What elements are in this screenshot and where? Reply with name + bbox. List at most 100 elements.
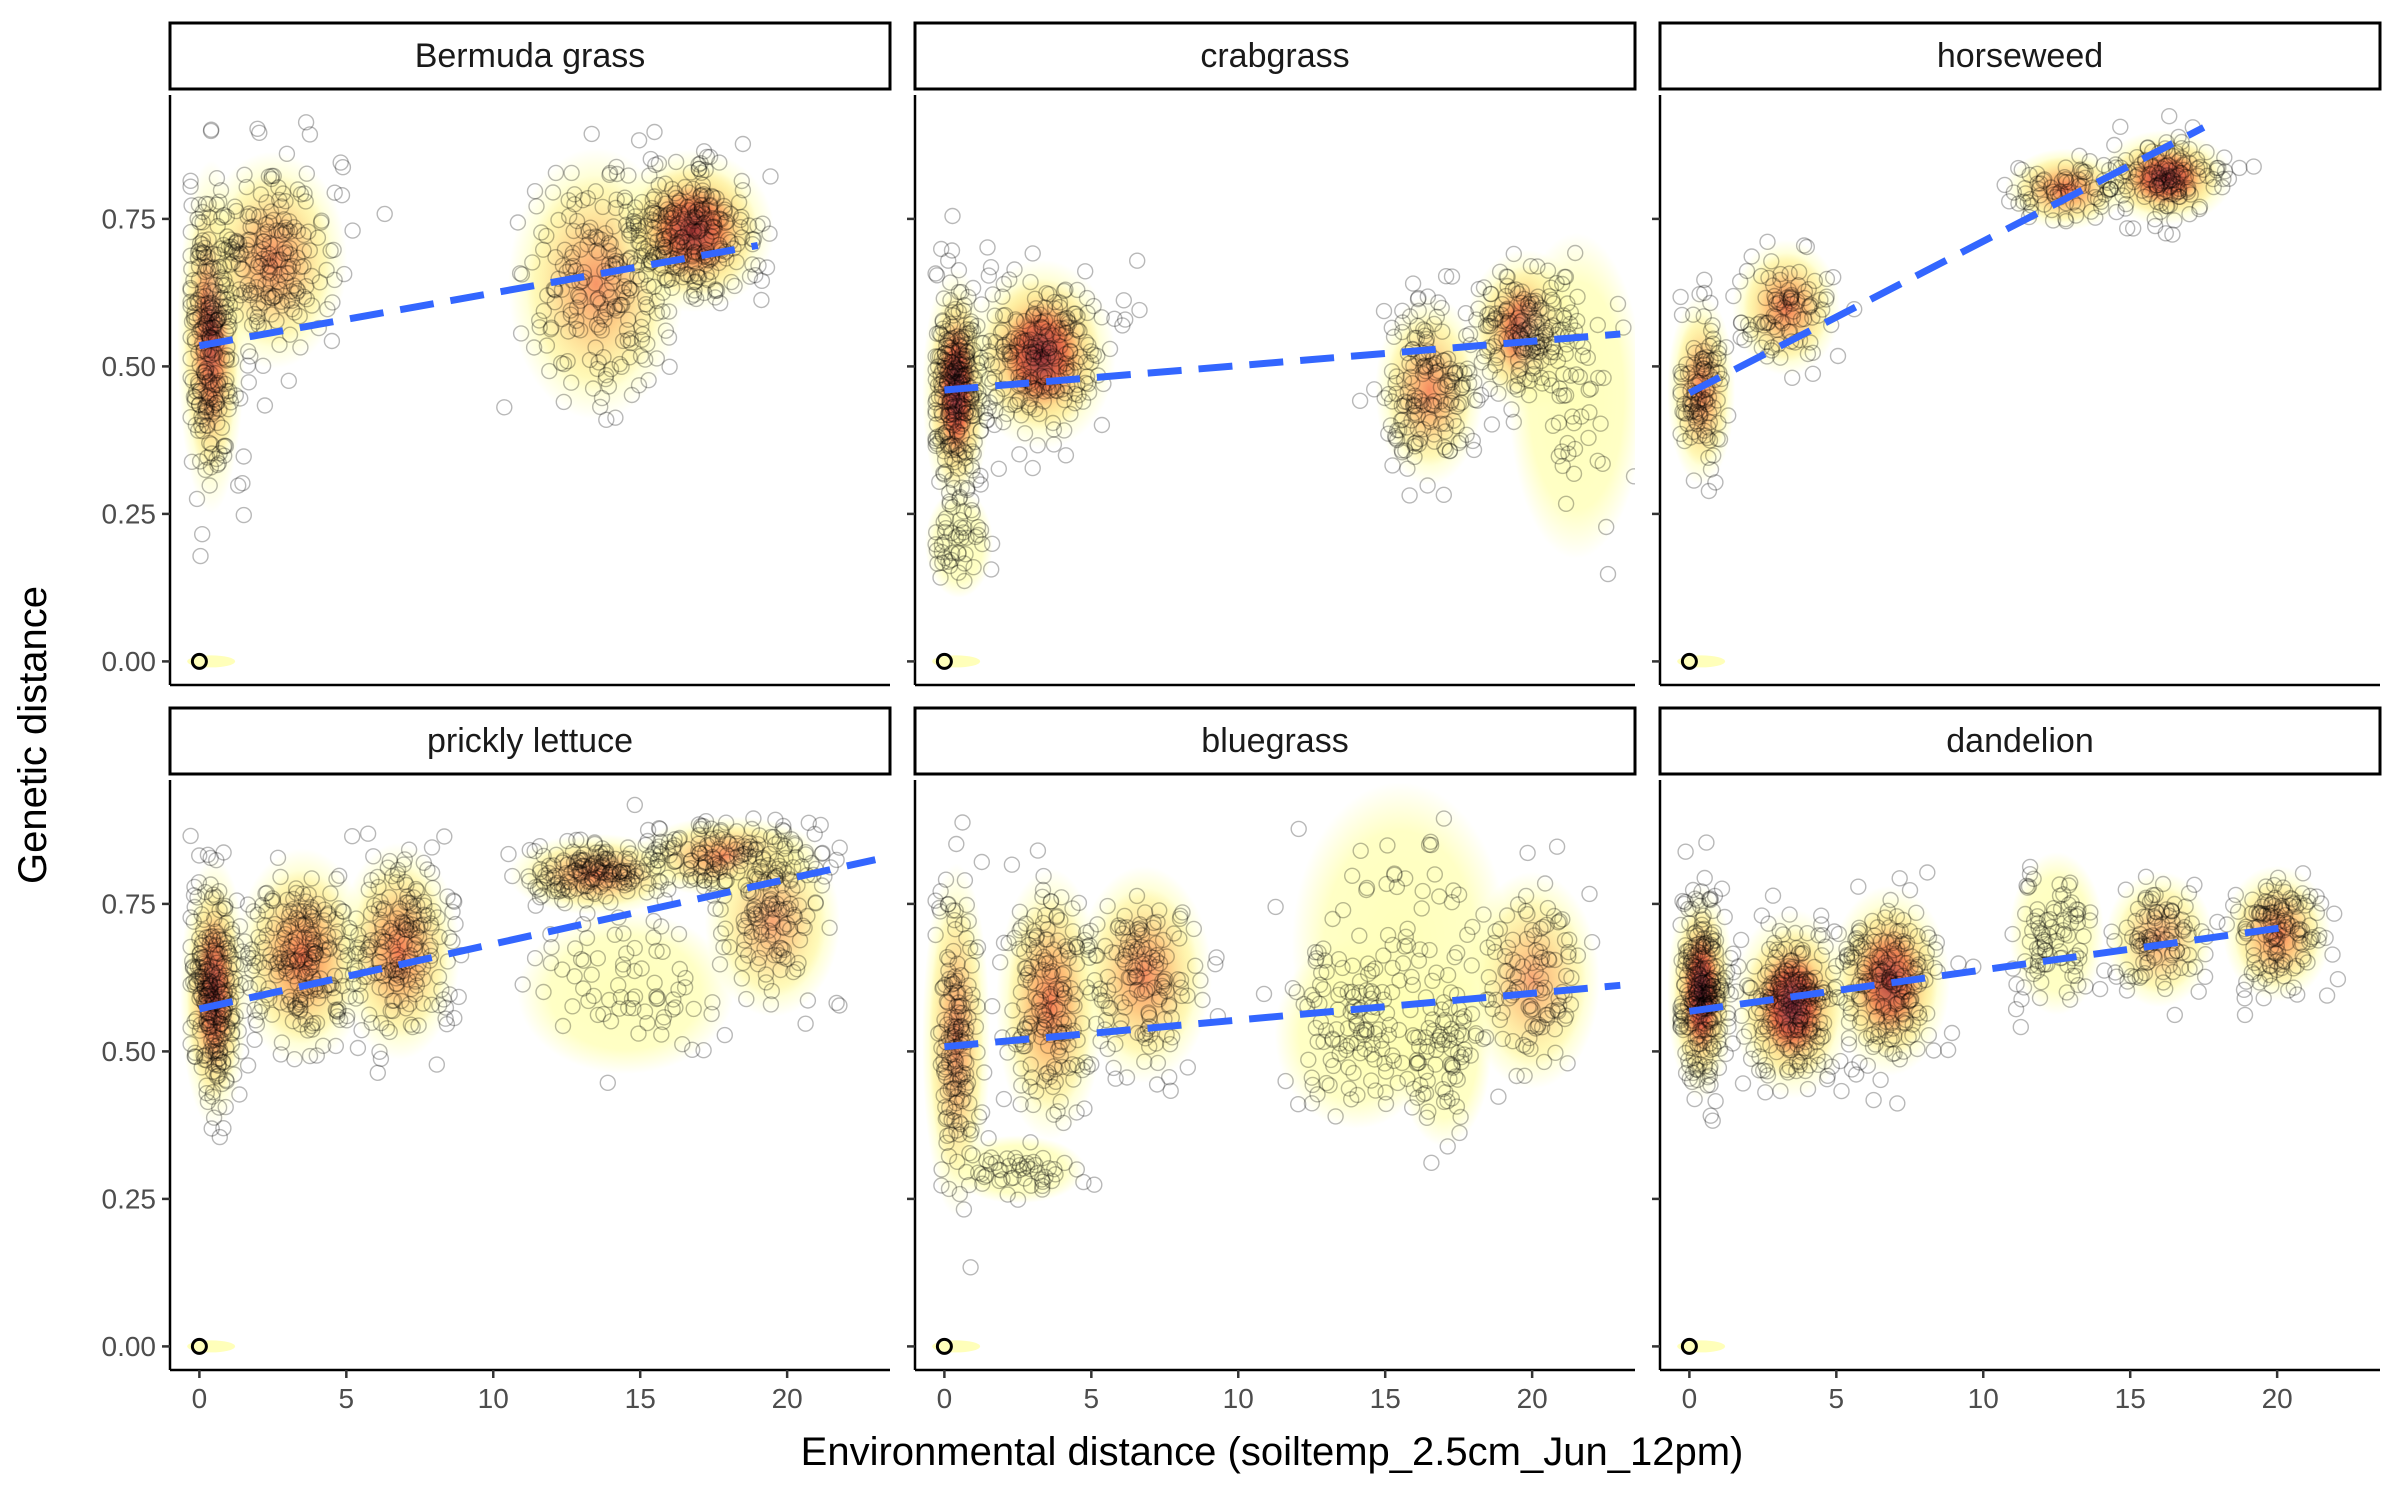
data-point: [257, 216, 275, 233]
data-point: [1700, 1012, 1718, 1029]
data-point: [620, 280, 638, 297]
data-point: [1364, 1035, 1381, 1053]
data-point: [597, 843, 615, 860]
data-point: [1688, 927, 1706, 944]
data-point: [593, 389, 611, 407]
data-point: [969, 518, 987, 536]
data-point: [286, 304, 303, 321]
data-point: [1735, 1028, 1753, 1045]
data-point: [1703, 981, 1721, 999]
data-point: [1079, 941, 1097, 959]
data-point: [1702, 971, 1719, 989]
data-point: [204, 928, 221, 945]
data-point: [1404, 1027, 1422, 1044]
data-point: [773, 940, 791, 957]
data-point: [955, 398, 972, 415]
data-point: [1774, 315, 1792, 332]
data-point: [957, 405, 974, 422]
data-point: [743, 928, 760, 945]
data-point: [318, 261, 335, 279]
data-point: [994, 288, 1011, 305]
data-point: [1453, 379, 1471, 396]
data-point: [1684, 396, 1702, 413]
data-point: [1137, 1030, 1154, 1047]
data-point: [1070, 387, 1087, 404]
data-point: [333, 186, 351, 204]
data-point: [590, 290, 607, 307]
data-point: [766, 836, 784, 853]
data-point: [944, 399, 961, 416]
data-point: [634, 310, 651, 327]
data-point: [1387, 374, 1404, 392]
data-point: [1754, 1005, 1771, 1022]
data-point: [2095, 156, 2113, 174]
data-point: [703, 1005, 720, 1023]
data-point: [202, 390, 219, 407]
data-point: [261, 953, 279, 971]
data-point: [225, 1066, 243, 1083]
data-point: [1499, 939, 1517, 956]
data-point: [633, 863, 651, 880]
data-point: [600, 242, 617, 260]
data-point: [1791, 1053, 1809, 1071]
data-point: [1376, 389, 1393, 407]
data-point: [328, 870, 345, 888]
data-point: [961, 1094, 978, 1112]
data-point: [1527, 980, 1545, 998]
data-point: [1141, 955, 1158, 972]
data-point: [745, 810, 762, 827]
data-point: [1694, 946, 1712, 963]
data-point: [1687, 936, 1705, 954]
data-point: [966, 433, 983, 451]
data-point: [1171, 930, 1188, 947]
data-point: [796, 919, 813, 937]
data-point: [1565, 465, 1583, 482]
data-point: [703, 871, 720, 888]
data-point: [608, 191, 625, 208]
data-point: [261, 214, 278, 231]
data-point: [1423, 1154, 1440, 1172]
data-point: [511, 265, 529, 282]
data-point: [2173, 149, 2191, 167]
data-point: [656, 238, 674, 256]
data-point: [186, 961, 203, 978]
data-point: [601, 864, 618, 881]
data-point: [603, 275, 621, 292]
zero-distance-point: [190, 652, 208, 670]
data-point: [578, 877, 596, 895]
data-point: [671, 829, 688, 847]
data-point: [646, 226, 664, 243]
data-point: [1044, 327, 1062, 344]
data-point: [712, 211, 730, 228]
data-point: [1683, 900, 1701, 918]
data-point: [1798, 238, 1816, 256]
data-point: [1760, 314, 1777, 331]
data-point: [1693, 982, 1711, 1000]
data-point: [192, 321, 210, 338]
data-point: [1705, 924, 1723, 941]
data-point: [1695, 920, 1713, 938]
data-point: [374, 944, 391, 961]
data-point: [1318, 1074, 1335, 1092]
data-point: [974, 1175, 991, 1192]
data-point: [334, 903, 351, 920]
data-point: [1306, 944, 1324, 961]
data-point: [1527, 963, 1544, 980]
data-point: [1031, 993, 1048, 1010]
data-point: [659, 201, 676, 218]
data-point: [559, 832, 576, 850]
data-point: [1318, 963, 1335, 981]
data-point: [623, 224, 640, 242]
data-point: [246, 305, 263, 323]
data-point: [1093, 992, 1111, 1009]
data-point: [590, 861, 607, 878]
data-point: [274, 936, 291, 953]
data-point: [1488, 305, 1505, 322]
data-point: [189, 243, 207, 261]
data-point: [690, 843, 707, 860]
data-point: [1707, 474, 1724, 491]
data-point: [618, 865, 636, 882]
data-point: [942, 315, 959, 333]
data-point: [196, 364, 213, 381]
data-point: [197, 287, 214, 305]
